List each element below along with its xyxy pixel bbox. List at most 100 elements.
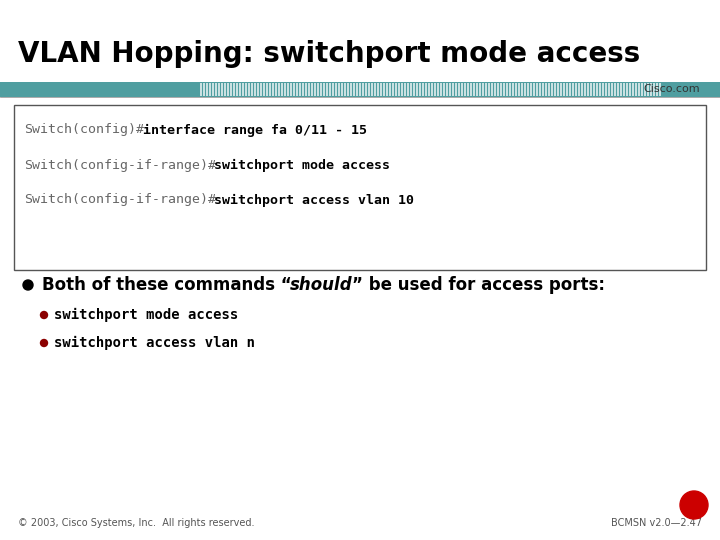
Bar	[326, 83, 328, 96]
Bar	[248, 83, 250, 96]
Bar	[242, 83, 243, 96]
Bar	[203, 83, 204, 96]
Bar	[611, 83, 613, 96]
Bar	[254, 83, 256, 96]
Bar	[554, 83, 556, 96]
Bar	[200, 83, 202, 96]
Bar	[572, 83, 574, 96]
Bar	[218, 83, 220, 96]
Bar	[659, 83, 660, 96]
Bar	[404, 83, 405, 96]
Bar	[503, 83, 505, 96]
Bar	[383, 83, 384, 96]
Bar	[428, 83, 430, 96]
Bar	[293, 83, 294, 96]
Circle shape	[40, 340, 48, 347]
Bar	[575, 83, 577, 96]
Bar	[656, 83, 657, 96]
Bar	[509, 83, 510, 96]
Bar	[371, 83, 372, 96]
Bar	[341, 83, 343, 96]
Bar	[419, 83, 420, 96]
Text: interface range fa 0/11 - 15: interface range fa 0/11 - 15	[143, 124, 366, 137]
Bar	[392, 83, 394, 96]
Bar	[500, 83, 502, 96]
Bar	[539, 83, 541, 96]
Bar	[374, 83, 376, 96]
Bar	[563, 83, 564, 96]
Bar	[644, 83, 646, 96]
Bar	[635, 83, 636, 96]
Bar	[344, 83, 346, 96]
Bar	[296, 83, 297, 96]
Text: BCMSN v2.0—2.47: BCMSN v2.0—2.47	[611, 518, 702, 528]
Bar	[599, 83, 600, 96]
Bar	[206, 83, 207, 96]
Bar	[458, 83, 459, 96]
Bar	[479, 83, 480, 96]
Bar	[14, 105, 706, 270]
Bar	[209, 83, 210, 96]
Bar	[284, 83, 286, 96]
Bar	[455, 83, 456, 96]
Bar	[416, 83, 418, 96]
Bar	[491, 83, 492, 96]
Text: ” be used for access ports:: ” be used for access ports:	[352, 276, 605, 294]
Bar	[239, 83, 240, 96]
Bar	[386, 83, 387, 96]
Bar	[497, 83, 498, 96]
Bar	[518, 83, 520, 96]
Bar	[473, 83, 474, 96]
Bar	[557, 83, 559, 96]
Bar	[425, 83, 426, 96]
Bar	[653, 83, 654, 96]
Bar	[446, 83, 448, 96]
Bar	[515, 83, 516, 96]
Bar	[617, 83, 618, 96]
Bar	[542, 83, 544, 96]
Bar	[521, 83, 523, 96]
Bar	[338, 83, 340, 96]
Bar	[302, 83, 304, 96]
Text: VLAN Hopping: switchport mode access: VLAN Hopping: switchport mode access	[18, 40, 640, 68]
Bar	[470, 83, 472, 96]
Bar	[335, 83, 336, 96]
Bar	[275, 83, 276, 96]
Bar	[320, 83, 322, 96]
Bar	[524, 83, 526, 96]
Bar	[407, 83, 408, 96]
Bar	[584, 83, 585, 96]
Bar	[452, 83, 454, 96]
Bar	[431, 83, 433, 96]
Bar	[215, 83, 217, 96]
Bar	[536, 83, 538, 96]
Bar	[422, 83, 423, 96]
Bar	[263, 83, 264, 96]
Bar	[434, 83, 436, 96]
Bar	[245, 83, 246, 96]
Bar	[287, 83, 289, 96]
Bar	[530, 83, 531, 96]
Bar	[449, 83, 451, 96]
Bar	[227, 83, 228, 96]
Text: switchport mode access: switchport mode access	[214, 158, 390, 172]
Text: switchport access vlan n: switchport access vlan n	[54, 336, 255, 350]
Bar	[380, 83, 382, 96]
Bar	[359, 83, 361, 96]
Bar	[593, 83, 595, 96]
Text: should: should	[290, 276, 353, 294]
Bar	[395, 83, 397, 96]
Bar	[623, 83, 624, 96]
Bar	[437, 83, 438, 96]
Bar	[614, 83, 616, 96]
Bar	[596, 83, 598, 96]
Bar	[410, 83, 412, 96]
Bar	[377, 83, 379, 96]
Text: switchport mode access: switchport mode access	[54, 308, 238, 322]
Bar	[299, 83, 300, 96]
Bar	[281, 83, 282, 96]
Bar	[440, 83, 441, 96]
Bar	[533, 83, 534, 96]
Bar	[632, 83, 634, 96]
Bar	[389, 83, 390, 96]
